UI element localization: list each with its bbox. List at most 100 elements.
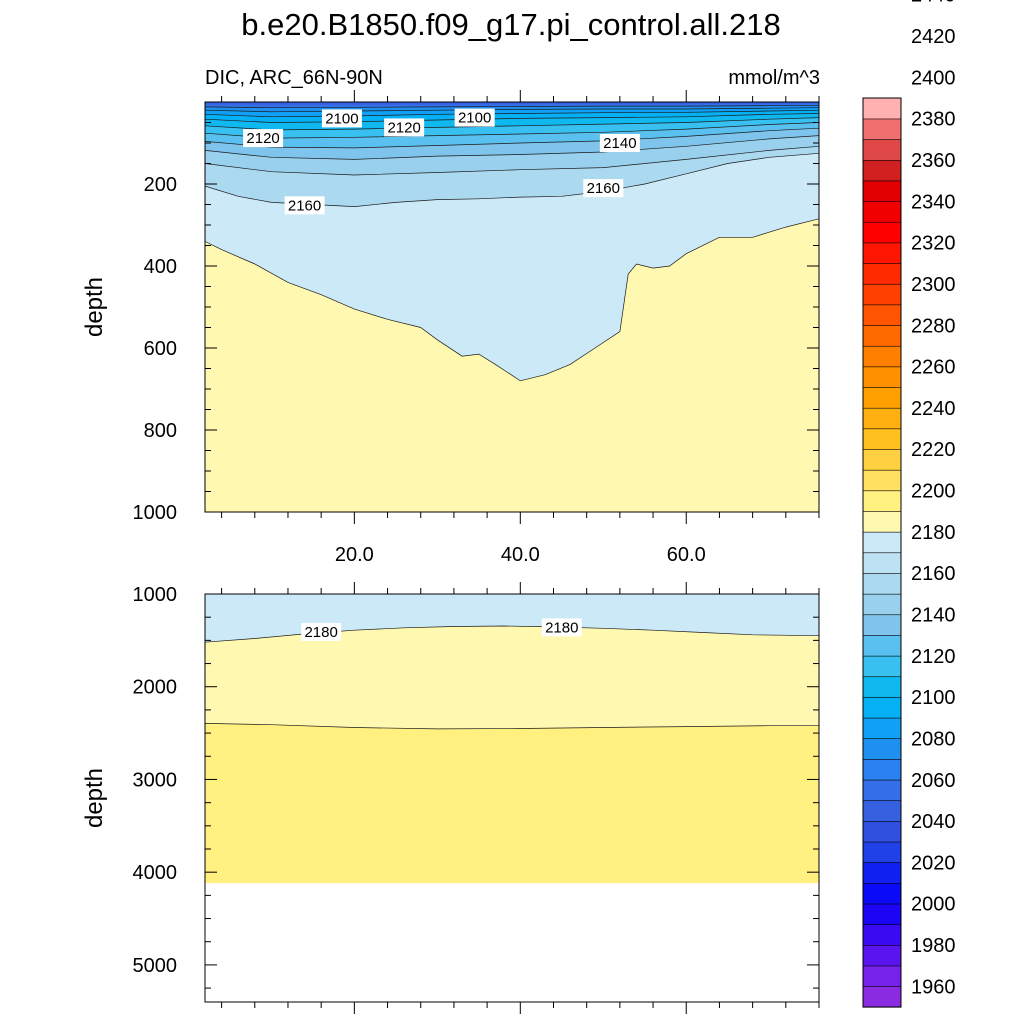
colorbar-frame [862, 97, 902, 1008]
x-tick-label: 40.0 [501, 544, 540, 566]
colorbar-box [862, 386, 902, 409]
contour-line-2090 [205, 109, 819, 118]
colorbar-box [862, 324, 902, 347]
chart-title: b.e20.B1850.f09_g17.pi_control.all.218 [241, 7, 781, 42]
lower-depth-panel: 2180 2180 1000 2000 3000 4000 5000 depth [81, 582, 820, 1014]
y-axis-label: depth [81, 768, 108, 828]
colorbar-tick-label: 2040 [911, 811, 956, 833]
colorbar-box [862, 283, 902, 306]
colorbar-box [862, 345, 902, 368]
contour-label-box [284, 196, 325, 215]
colorbar-tick-label: 2160 [911, 563, 956, 585]
colorbar-tick-label: 2320 [911, 233, 956, 255]
contour-band-surface [205, 102, 819, 105]
colorbar-box [862, 366, 902, 388]
colorbar-box [862, 531, 902, 554]
y-tick-label: 600 [144, 338, 177, 360]
colorbar-tick-label: 2400 [911, 67, 956, 89]
colorbar-box [862, 944, 902, 967]
contour-line-2100 [205, 113, 819, 123]
colorbar-tick-label: 2100 [911, 687, 956, 709]
contour-label-text: 2160 [288, 197, 321, 214]
colorbar-tick-label: 2000 [911, 894, 956, 916]
contour-line-2060 [205, 104, 819, 109]
contour-label: 2100 [454, 108, 495, 127]
contour-label: 2120 [384, 118, 425, 137]
colorbar-tick-label: 2420 [911, 26, 956, 48]
colorbar-box [862, 965, 902, 987]
y-tick-label: 5000 [133, 955, 178, 977]
contour-label-box [321, 109, 362, 128]
colorbar-tick-label: 2080 [911, 728, 956, 750]
colorbar-box [862, 634, 902, 657]
x-tick-label: 20.0 [335, 544, 374, 566]
colorbar-tick-label: 2300 [911, 274, 956, 296]
colorbar-box [862, 903, 902, 925]
colorbar-box [862, 614, 902, 636]
y-tick-label: 800 [144, 420, 177, 442]
contour-label: 2100 [321, 109, 362, 128]
colorbar-box [862, 696, 902, 719]
contour-label-box [583, 179, 624, 198]
colorbar-box [862, 139, 902, 161]
colorbar-box [862, 924, 902, 946]
colorbar-box [862, 200, 902, 223]
contour-label: 2160 [284, 196, 325, 215]
x-tick-label: 60.0 [667, 544, 706, 566]
colorbar-box [862, 820, 902, 843]
colorbar-tick-label: 2220 [911, 439, 956, 461]
plot-frame [204, 593, 820, 1003]
filled-contours [205, 102, 819, 512]
colorbar-box [862, 779, 902, 802]
contour-label-box [541, 618, 582, 637]
contour-label-text: 2120 [246, 130, 279, 147]
contour-band-2175 [205, 594, 819, 643]
colorbar-tick-label: 2240 [911, 398, 956, 420]
y-tick-label: 1000 [133, 584, 178, 606]
contour-label-box [454, 108, 495, 127]
colorbar-box [862, 986, 902, 1008]
colorbar-box [862, 428, 902, 450]
y-tick-label: 4000 [133, 862, 178, 884]
colorbar-tick-label: 1980 [911, 935, 956, 957]
colorbar-box [862, 221, 902, 244]
contour-label: 2180 [301, 623, 342, 642]
upper-depth-panel: 2100 2120 2100 2120 2140 2160 2160 200 400 600 800… [81, 90, 820, 566]
colorbar-box [862, 97, 902, 120]
contour-label-text: 2160 [587, 180, 620, 197]
colorbar-box [862, 242, 902, 264]
filled-contours [205, 594, 819, 884]
y-tick-label: 400 [144, 256, 177, 278]
colorbar-tick-label: 2360 [911, 150, 956, 172]
y-tick-label: 3000 [133, 769, 178, 791]
colorbar-legend: 1960 1980 2000 2020 2040 2060 2080 2100 2120 2140… [862, 0, 956, 1008]
colorbar-box [862, 800, 902, 822]
colorbar-tick-label: 2060 [911, 770, 956, 792]
units-label: mmol/m^3 [728, 67, 820, 89]
colorbar-tick-label: 2440 [911, 0, 956, 7]
colorbar-box [862, 490, 902, 512]
colorbar-box [862, 572, 902, 595]
contour-label-box [301, 623, 342, 642]
colorbar-box [862, 841, 902, 863]
colorbar-tick-label: 2120 [911, 646, 956, 668]
colorbar-box [862, 593, 902, 616]
contour-line-2140 [205, 135, 819, 160]
contour-label-text: 2120 [387, 119, 420, 136]
contour-label-box [243, 129, 284, 148]
contour-label: 2120 [243, 129, 284, 148]
colorbar-box [862, 159, 902, 182]
colorbar-box [862, 448, 902, 471]
colorbar-tick-label: 2020 [911, 852, 956, 874]
colorbar-box [862, 862, 902, 884]
contour-label-box [599, 134, 640, 152]
colorbar-tick-label: 2280 [911, 315, 956, 337]
colorbar-tick-label: 2200 [911, 481, 956, 503]
colorbar-tick-label: 2180 [911, 522, 956, 544]
colorbar-box [862, 407, 902, 430]
contour-label-text: 2100 [458, 110, 491, 127]
colorbar-tick-label: 2340 [911, 191, 956, 213]
colorbar-box [862, 552, 902, 574]
colorbar-box [862, 510, 902, 533]
colorbar-box [862, 655, 902, 678]
